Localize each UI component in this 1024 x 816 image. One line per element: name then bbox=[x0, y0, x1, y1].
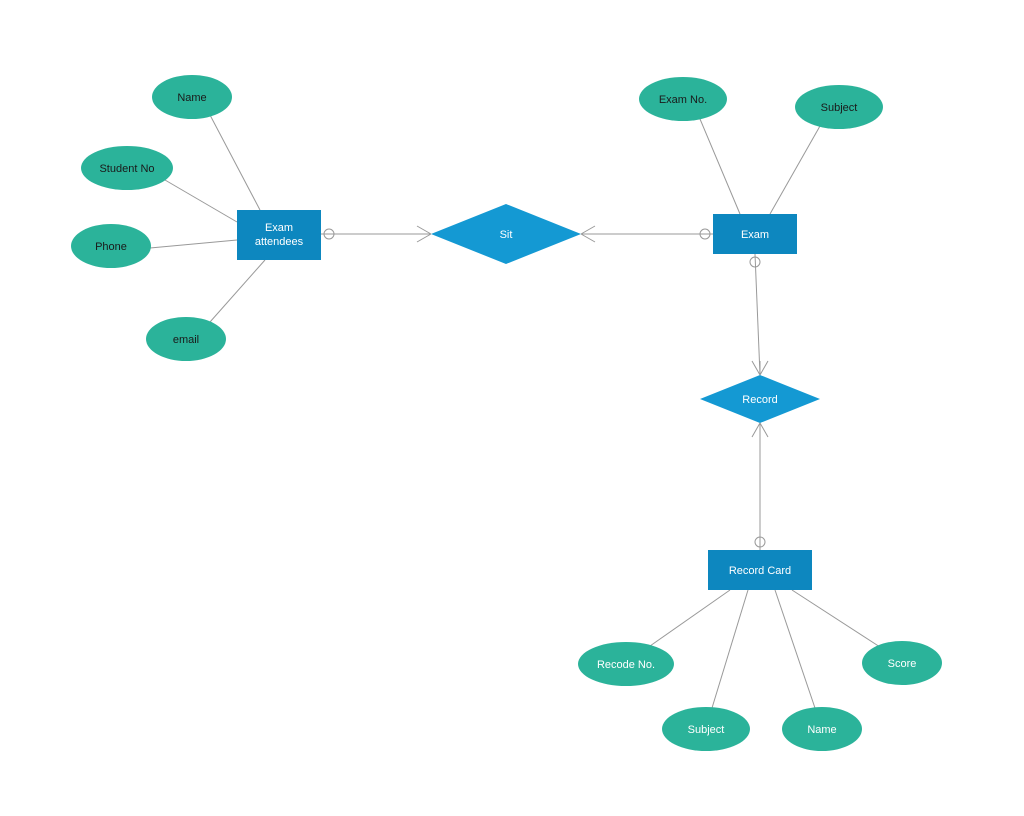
entity-exam-attendees: Exam attendees bbox=[237, 210, 321, 260]
attribute-label: Name bbox=[177, 92, 206, 104]
attribute-exam-no: Exam No. bbox=[639, 77, 727, 121]
entity-label: Record Card bbox=[729, 565, 791, 577]
edge-subject2 bbox=[712, 590, 748, 708]
attribute-phone: Phone bbox=[71, 224, 151, 268]
attribute-recode-no: Recode No. bbox=[578, 642, 674, 686]
entity-record-card: Record Card bbox=[708, 550, 812, 590]
attribute-name1: Name bbox=[152, 75, 232, 119]
crowfoot-icon bbox=[581, 226, 595, 242]
relationship-sit: Sit bbox=[431, 204, 581, 264]
attribute-label: Subject bbox=[688, 724, 725, 736]
edge-name1 bbox=[210, 115, 260, 210]
attribute-student-no: Student No bbox=[81, 146, 173, 190]
entity-label: Exam bbox=[265, 222, 293, 234]
attribute-email: email bbox=[146, 317, 226, 361]
attribute-label: Phone bbox=[95, 241, 127, 253]
edge-phone bbox=[150, 240, 237, 248]
attribute-label: email bbox=[173, 334, 199, 346]
edge-recodeno bbox=[650, 590, 730, 646]
attribute-label: Subject bbox=[821, 102, 858, 114]
edge-subject1 bbox=[770, 126, 820, 214]
attribute-label: Exam No. bbox=[659, 94, 707, 106]
edge-score bbox=[792, 590, 880, 647]
relationship-label: Sit bbox=[500, 229, 513, 241]
attribute-name2: Name bbox=[782, 707, 862, 751]
attribute-subject1: Subject bbox=[795, 85, 883, 129]
attribute-label: Score bbox=[888, 658, 917, 670]
attribute-label: Name bbox=[807, 724, 836, 736]
edge-name2 bbox=[775, 590, 815, 708]
edge-studentno bbox=[165, 180, 237, 222]
entity-exam: Exam bbox=[713, 214, 797, 254]
attribute-label: Student No bbox=[99, 163, 154, 175]
attribute-label: Recode No. bbox=[597, 659, 655, 671]
er-diagram-canvas: Sit Record Exam attendees Exam Record Ca… bbox=[0, 0, 1024, 816]
crowfoot-icon bbox=[752, 361, 768, 375]
edge-email bbox=[210, 260, 265, 322]
relationship-label: Record bbox=[742, 394, 777, 406]
crowfoot-icon bbox=[752, 423, 768, 437]
entity-label: Exam bbox=[741, 229, 769, 241]
edge-exam-record bbox=[755, 254, 760, 375]
edge-examno bbox=[700, 119, 740, 214]
crowfoot-icon bbox=[417, 226, 431, 242]
entity-label: attendees bbox=[255, 236, 304, 248]
attribute-subject2: Subject bbox=[662, 707, 750, 751]
relationship-edges bbox=[321, 226, 768, 550]
attribute-score: Score bbox=[862, 641, 942, 685]
relationship-record: Record bbox=[700, 375, 820, 423]
